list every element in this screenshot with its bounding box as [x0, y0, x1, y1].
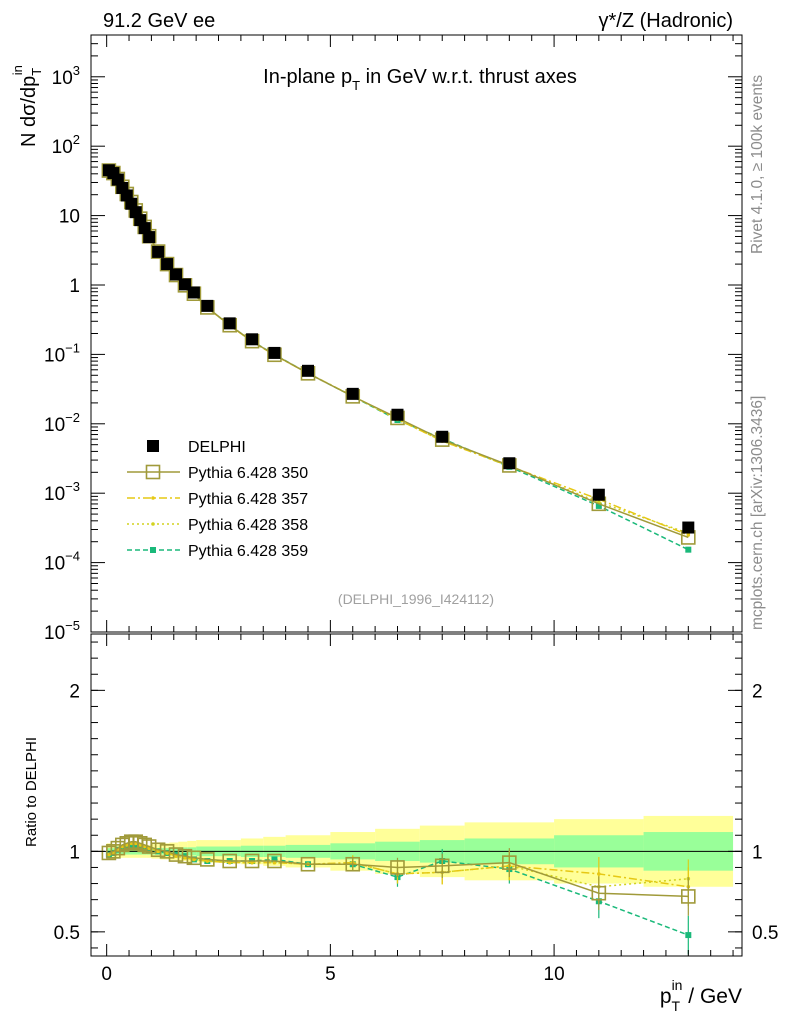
legend-marker [151, 522, 155, 526]
mc-point-ratio [300, 856, 316, 872]
y-tick-label: 10 [59, 207, 80, 228]
data-point [187, 286, 200, 299]
mc-point-ratio [345, 856, 361, 872]
data-point [682, 521, 695, 534]
ratio-tick-label-right: 1 [752, 842, 763, 863]
legend-marker [151, 496, 155, 500]
main-panel: 10−5 10−4 10−3 10−2 10−1 1 10 102 103 In-plane p… [10, 34, 743, 644]
mc-point-ratio [150, 842, 166, 858]
data-point [302, 364, 314, 377]
data-point [346, 387, 359, 400]
mc-point-ratio [390, 860, 405, 875]
mc-point-ratio [101, 845, 117, 861]
data-point [246, 333, 259, 346]
mc-point-ratio [159, 844, 175, 859]
analysis-id: (DELPHI_1996_I424112) [338, 591, 494, 607]
data-point [391, 408, 404, 421]
data-point [143, 231, 156, 244]
y-tick-label: 10−3 [44, 479, 80, 505]
legend-marker [145, 464, 161, 480]
data-point [592, 488, 605, 501]
x-tick-label: 5 [325, 964, 336, 985]
legend-marker [150, 547, 156, 553]
mc-point-ratio [681, 889, 696, 904]
data-point [268, 346, 281, 359]
data-point [116, 181, 129, 194]
mc-point-main [595, 502, 602, 509]
y-axis-label: N dσ/dpTin [10, 65, 44, 147]
y-tick-label: 103 [52, 63, 80, 89]
mc-point-ratio [222, 853, 238, 869]
ratio-y-label: Ratio to DELPHI [23, 737, 40, 847]
x-tick-label: 10 [544, 964, 565, 985]
y-tick-label: 10−4 [44, 549, 80, 575]
data-point [161, 258, 174, 271]
ratio-tick-label-right: 0.5 [752, 923, 778, 944]
rivet-version-label: Rivet 4.1.0, ≥ 100k events [749, 75, 766, 254]
mc-point-ratio [271, 856, 278, 863]
data-point [201, 299, 214, 312]
mcplots-label: mcplots.cern.ch [arXiv:1306.3436] [749, 396, 766, 630]
ratio-tick-label: 1 [69, 842, 80, 863]
mc-point-ratio [502, 855, 517, 870]
data-point [223, 317, 236, 330]
mc-point-main [685, 546, 692, 553]
series-line-main [108, 169, 689, 539]
ratio-tick-label-right: 2 [752, 681, 763, 702]
ratio-tick-label: 2 [69, 681, 80, 702]
chart-title: In-plane pT in GeV w.r.t. thrust axes [263, 66, 577, 93]
ratio-tick-label: 0.5 [54, 923, 80, 944]
data-point [170, 268, 183, 281]
y-tick-label: 10−5 [44, 618, 80, 644]
data-point [125, 197, 138, 210]
mc-point-ratio [107, 852, 111, 857]
mc-point-ratio [591, 885, 607, 901]
legend-label: Pythia 6.428 350 [188, 465, 308, 482]
legend-label: Pythia 6.428 358 [188, 517, 308, 534]
legend-label: Pythia 6.428 357 [188, 491, 308, 508]
mc-point-main [150, 244, 166, 259]
mc-point-main [686, 533, 691, 537]
mc-point-ratio [244, 853, 260, 869]
series-line-ratio [108, 840, 689, 898]
ratio-panel: 0.5 0.5 1 1 2 2 0 5 10 Ratio to DELPHI pTin / Ge… [23, 633, 778, 1014]
x-axis-label: pTin / GeV [660, 977, 742, 1014]
mc-point-main [159, 256, 175, 272]
data-point [436, 430, 449, 443]
y-tick-label: 102 [52, 132, 80, 158]
mc-point-ratio [141, 839, 157, 854]
main-plot-area [101, 163, 696, 553]
mc-point-ratio [177, 848, 193, 864]
mc-point-ratio [597, 872, 601, 876]
mc-point-ratio [267, 853, 282, 869]
y-tick-label: 10−1 [44, 340, 80, 366]
ratio-frame [90, 633, 743, 957]
x-tick-label: 0 [101, 964, 112, 985]
mc-point-ratio [685, 932, 692, 939]
legend: DELPHI Pythia 6.428 350 Pythia 6.428 357 Py… [127, 439, 308, 560]
legend-label: Pythia 6.428 359 [188, 543, 308, 560]
mc-point-ratio [132, 835, 148, 851]
legend-marker [147, 440, 159, 452]
legend-label: DELPHI [188, 439, 246, 456]
mc-point-ratio [200, 852, 215, 867]
y-tick-label: 10−2 [44, 410, 80, 436]
data-point [503, 457, 516, 470]
process-label: γ*/Z (Hadronic) [599, 10, 733, 32]
y-tick-label: 1 [69, 276, 80, 297]
ratio-plot-area [91, 815, 742, 955]
energy-label: 91.2 GeV ee [103, 10, 215, 32]
mc-point-ratio [168, 847, 184, 862]
data-point [152, 245, 165, 258]
mc-point-ratio [434, 858, 450, 874]
